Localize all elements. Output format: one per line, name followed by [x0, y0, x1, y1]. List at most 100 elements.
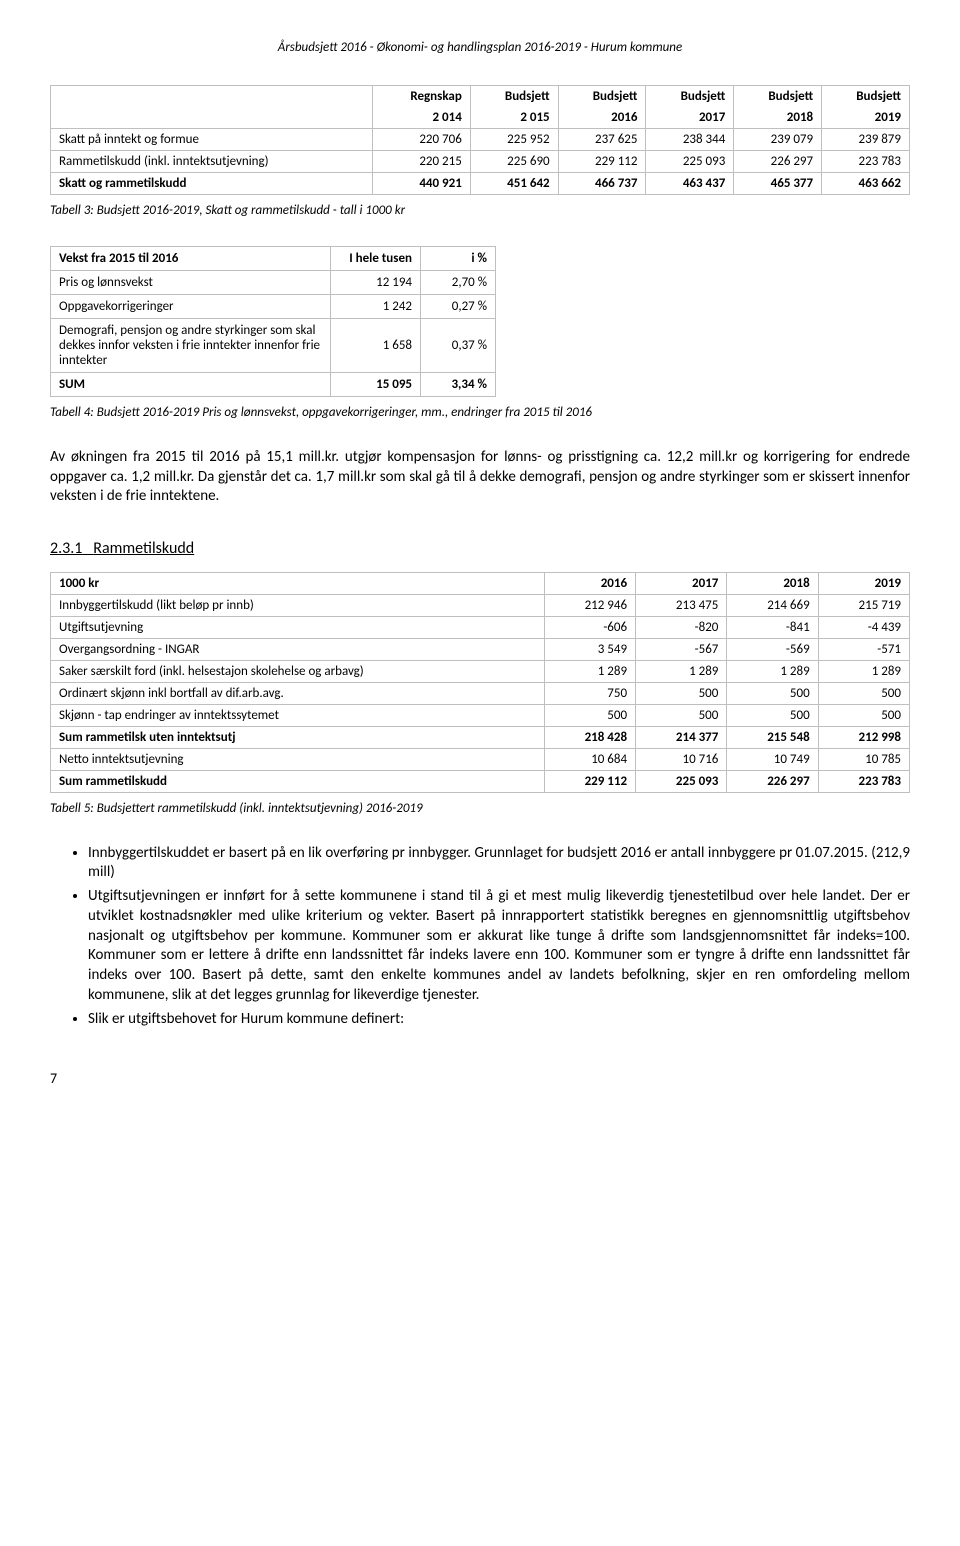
- th: Budsjett: [646, 86, 734, 108]
- cell: -571: [818, 638, 909, 660]
- cell: 500: [818, 682, 909, 704]
- cell: Utgiftsutjevning: [51, 616, 545, 638]
- cell: 212 946: [544, 594, 635, 616]
- th: [51, 86, 373, 108]
- th: Budsjett: [470, 86, 558, 108]
- cell: 3 549: [544, 638, 635, 660]
- table-row: Skatt og rammetilskudd440 921451 642466 …: [51, 173, 910, 195]
- cell: 1 242: [331, 295, 421, 319]
- table-rammetilskudd: 1000 kr 2016 2017 2018 2019 Innbyggertil…: [50, 572, 910, 793]
- cell: -841: [727, 616, 818, 638]
- cell: 214 669: [727, 594, 818, 616]
- th: 2019: [818, 572, 909, 594]
- table-row: Oppgavekorrigeringer1 2420,27 %: [51, 295, 496, 319]
- cell: 2,70 %: [421, 271, 496, 295]
- cell: Innbyggertilskudd (likt beløp pr innb): [51, 594, 545, 616]
- table-row: Innbyggertilskudd (likt beløp pr innb)21…: [51, 594, 910, 616]
- table-row: Sum rammetilskudd229 112225 093226 29722…: [51, 770, 910, 792]
- cell: 10 684: [544, 748, 635, 770]
- th: Budsjett: [734, 86, 822, 108]
- caption-table4: Tabell 4: Budsjett 2016-2019 Pris og løn…: [50, 405, 910, 420]
- cell: -606: [544, 616, 635, 638]
- th: 2016: [558, 107, 646, 129]
- th: 2017: [646, 107, 734, 129]
- cell: -4 439: [818, 616, 909, 638]
- page-header: Årsbudsjett 2016 - Økonomi- og handlings…: [50, 40, 910, 55]
- list-item: Innbyggertilskuddet er basert på en lik …: [88, 844, 910, 884]
- th: 2 014: [373, 107, 470, 129]
- cell: Sum rammetilsk uten inntektsutj: [51, 726, 545, 748]
- table-row: Overgangsordning - INGAR3 549-567-569-57…: [51, 638, 910, 660]
- cell: 463 437: [646, 173, 734, 195]
- cell: -569: [727, 638, 818, 660]
- th: 2 015: [470, 107, 558, 129]
- th: Vekst fra 2015 til 2016: [51, 247, 331, 271]
- table1-head-row1: Regnskap Budsjett Budsjett Budsjett Buds…: [51, 86, 910, 108]
- cell: 451 642: [470, 173, 558, 195]
- cell: 212 998: [818, 726, 909, 748]
- cell: 500: [636, 682, 727, 704]
- cell: -567: [636, 638, 727, 660]
- cell: 213 475: [636, 594, 727, 616]
- th: 2018: [727, 572, 818, 594]
- table1-head-row2: 2 014 2 015 2016 2017 2018 2019: [51, 107, 910, 129]
- cell: 1 658: [331, 319, 421, 373]
- bullet-list: Innbyggertilskuddet er basert på en lik …: [50, 844, 910, 1030]
- cell: SUM: [51, 373, 331, 397]
- cell: 465 377: [734, 173, 822, 195]
- table-row: Saker særskilt ford (inkl. helsestajon s…: [51, 660, 910, 682]
- th: 2019: [822, 107, 910, 129]
- cell: 225 093: [636, 770, 727, 792]
- section-title: Rammetilskudd: [93, 539, 194, 558]
- section-heading: 2.3.1 Rammetilskudd: [50, 539, 910, 558]
- cell: Demografi, pensjon og andre styrkinger s…: [51, 319, 331, 373]
- table-row: Sum rammetilsk uten inntektsutj218 42821…: [51, 726, 910, 748]
- list-item: Slik er utgiftsbehovet for Hurum kommune…: [88, 1010, 910, 1030]
- th: [51, 107, 373, 129]
- cell: 218 428: [544, 726, 635, 748]
- cell: 214 377: [636, 726, 727, 748]
- cell: 220 706: [373, 129, 470, 151]
- table-row: SUM15 0953,34 %: [51, 373, 496, 397]
- table-row: Rammetilskudd (inkl. inntektsutjevning)2…: [51, 151, 910, 173]
- cell: 1 289: [636, 660, 727, 682]
- th: 2016: [544, 572, 635, 594]
- cell: 238 344: [646, 129, 734, 151]
- th: Budsjett: [822, 86, 910, 108]
- cell: 239 879: [822, 129, 910, 151]
- cell: 12 194: [331, 271, 421, 295]
- cell: Oppgavekorrigeringer: [51, 295, 331, 319]
- cell: 225 690: [470, 151, 558, 173]
- cell: Sum rammetilskudd: [51, 770, 545, 792]
- cell: 215 548: [727, 726, 818, 748]
- th: 1000 kr: [51, 572, 545, 594]
- cell: 237 625: [558, 129, 646, 151]
- cell: 500: [544, 704, 635, 726]
- cell: -820: [636, 616, 727, 638]
- cell: 500: [727, 704, 818, 726]
- cell: Netto inntektsutjevning: [51, 748, 545, 770]
- cell: 229 112: [544, 770, 635, 792]
- cell: 223 783: [822, 151, 910, 173]
- cell: 1 289: [727, 660, 818, 682]
- cell: 215 719: [818, 594, 909, 616]
- table-row: Utgiftsutjevning-606-820-841-4 439: [51, 616, 910, 638]
- cell: 500: [727, 682, 818, 704]
- cell: 500: [818, 704, 909, 726]
- cell: 3,34 %: [421, 373, 496, 397]
- cell: 10 716: [636, 748, 727, 770]
- table-row: Skjønn - tap endringer av inntektssyteme…: [51, 704, 910, 726]
- cell: Ordinært skjønn inkl bortfall av dif.arb…: [51, 682, 545, 704]
- cell: 463 662: [822, 173, 910, 195]
- cell: Overgangsordning - INGAR: [51, 638, 545, 660]
- th: I hele tusen: [331, 247, 421, 271]
- cell: 750: [544, 682, 635, 704]
- cell: Skatt og rammetilskudd: [51, 173, 373, 195]
- cell: 466 737: [558, 173, 646, 195]
- table-row: Ordinært skjønn inkl bortfall av dif.arb…: [51, 682, 910, 704]
- cell: 10 749: [727, 748, 818, 770]
- cell: 500: [636, 704, 727, 726]
- table-row: Netto inntektsutjevning10 68410 71610 74…: [51, 748, 910, 770]
- th: Regnskap: [373, 86, 470, 108]
- paragraph-okningen: Av økningen fra 2015 til 2016 på 15,1 mi…: [50, 448, 910, 507]
